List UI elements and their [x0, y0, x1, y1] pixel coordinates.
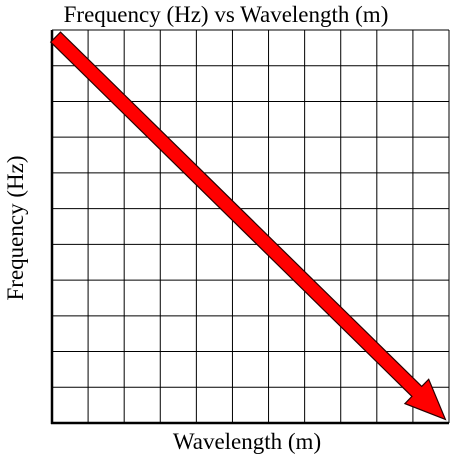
- series-layer: [49, 31, 447, 421]
- axes: [50, 30, 449, 425]
- series-arrow: [49, 31, 447, 421]
- chart-title: Frequency (Hz) vs Wavelength (m): [63, 2, 389, 27]
- y-axis-label: Frequency (Hz): [3, 155, 28, 301]
- x-axis-label: Wavelength (m): [172, 429, 322, 454]
